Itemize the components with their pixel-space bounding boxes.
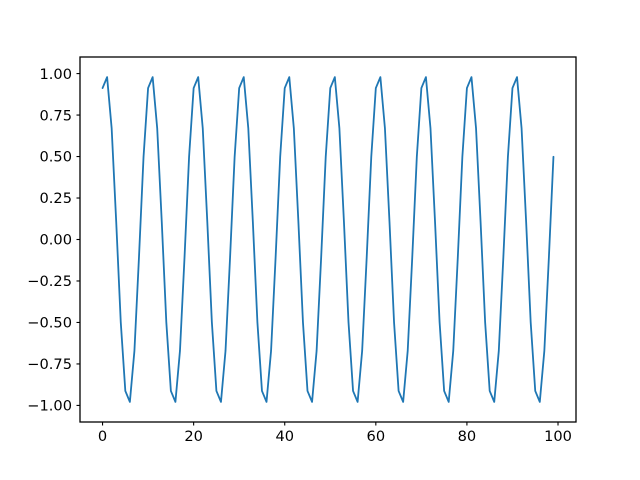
- y-tick-label: 1.00: [40, 66, 73, 83]
- y-tick-label: −1.00: [27, 398, 72, 415]
- x-tick-label: 80: [458, 428, 477, 445]
- axes-spines: [79, 56, 577, 423]
- x-tick-label: 0: [98, 428, 107, 445]
- y-tick-label: 0.50: [40, 149, 73, 166]
- tick-labels: 0 20 40 60 80 100 −1.00 −0.75 −0.50 −0.25 0.00 0.25…: [27, 66, 572, 445]
- x-tick-label: 20: [184, 428, 203, 445]
- y-tick-label: −0.75: [27, 356, 72, 373]
- y-tick-label: 0.00: [40, 232, 73, 249]
- x-tick-label: 60: [367, 428, 386, 445]
- x-tick-label: 40: [275, 428, 294, 445]
- y-tick-label: 0.25: [40, 190, 73, 207]
- y-tick-label: 0.75: [40, 107, 73, 124]
- y-tick-label: −0.50: [27, 315, 72, 332]
- x-tick-label: 100: [544, 428, 572, 445]
- y-tick-label: −0.25: [27, 273, 72, 290]
- line-series-sin: [101, 76, 555, 403]
